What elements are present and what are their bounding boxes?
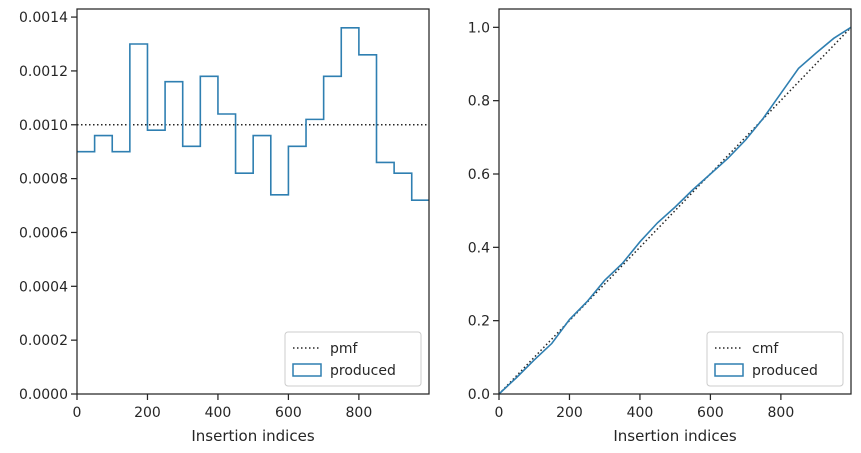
chart-2-ytick-label: 0.4 <box>468 240 490 256</box>
chart-1-frame <box>76 8 430 395</box>
chart-2-ytick-label: 0.6 <box>468 167 490 183</box>
chart-1-series-produced-line <box>77 27 429 201</box>
chart-1-xtick-label: 0 <box>73 405 82 421</box>
chart-1-ytick-label: 0.0004 <box>19 279 68 295</box>
chart-1-ytick-label: 0.0000 <box>19 387 68 403</box>
chart-2-ytick-label: 0.2 <box>468 314 490 330</box>
chart-2-legend-swatch-produced <box>714 363 744 377</box>
chart-2-xlabel: Insertion indices <box>613 427 736 445</box>
chart-2-legend-label-cmf: cmf <box>752 341 779 357</box>
chart-2-xtick-label: 800 <box>768 405 795 421</box>
chart-1-ytick-label: 0.0010 <box>19 118 68 134</box>
chart-1-xtick-label: 600 <box>275 405 302 421</box>
chart-2-ytick-label: 0.8 <box>468 94 490 110</box>
chart-1-legend-label-pmf: pmf <box>330 341 359 357</box>
chart-1-xtick-label: 400 <box>205 405 232 421</box>
chart-2-legend-box <box>706 331 844 387</box>
chart-1-legend-box <box>284 331 422 387</box>
chart-2-frame <box>498 8 852 395</box>
chart-1-ytick-label: 0.0014 <box>19 10 68 26</box>
chart-2-xtick-label: 200 <box>556 405 583 421</box>
chart-1-xtick-label: 800 <box>346 405 373 421</box>
chart-2-xtick-label: 0 <box>495 405 504 421</box>
chart-1-ytick-label: 0.0002 <box>19 333 68 349</box>
chart-2-ytick-label: 0.0 <box>468 387 490 403</box>
chart-2-legend-label-produced: produced <box>752 363 818 379</box>
chart-2-ytick-label: 1.0 <box>468 20 490 36</box>
chart-2-xtick-label: 600 <box>697 405 724 421</box>
chart-1-xlabel: Insertion indices <box>191 427 314 445</box>
chart-1-legend-swatch-produced <box>292 363 322 377</box>
chart-1-xtick-label: 200 <box>134 405 161 421</box>
chart-1-legend-label-produced: produced <box>330 363 396 379</box>
chart-1-ytick-label: 0.0006 <box>19 225 68 241</box>
chart-1-ytick-label: 0.0012 <box>19 64 68 80</box>
chart-1-ytick-label: 0.0008 <box>19 172 68 188</box>
chart-2-series-cmf-line <box>498 26 852 395</box>
chart-2-series-produced-line <box>498 26 852 395</box>
chart-2-xtick-label: 400 <box>627 405 654 421</box>
